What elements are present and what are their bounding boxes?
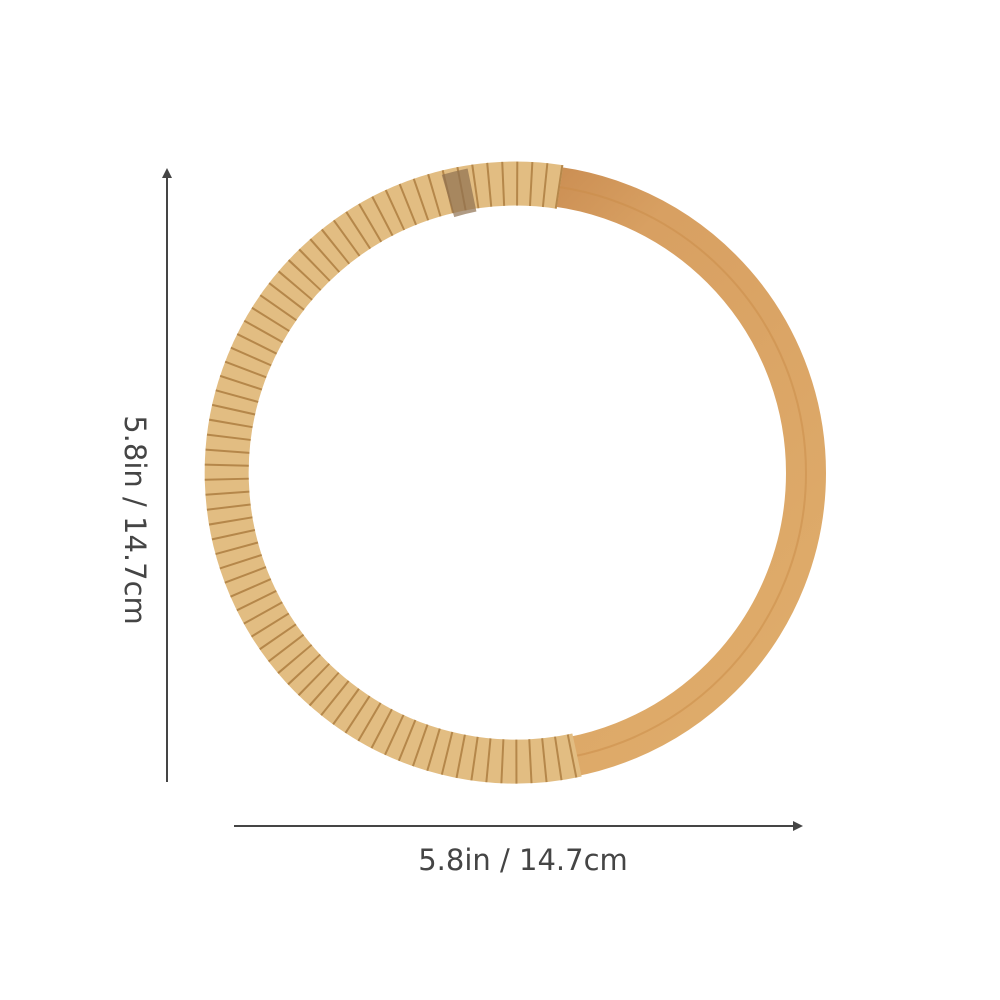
rattan-ring-icon (204, 161, 826, 784)
width-dimension-label: 5.8in / 14.7cm (418, 843, 628, 877)
height-dimension-label: 5.8in / 14.7cm (118, 415, 152, 625)
